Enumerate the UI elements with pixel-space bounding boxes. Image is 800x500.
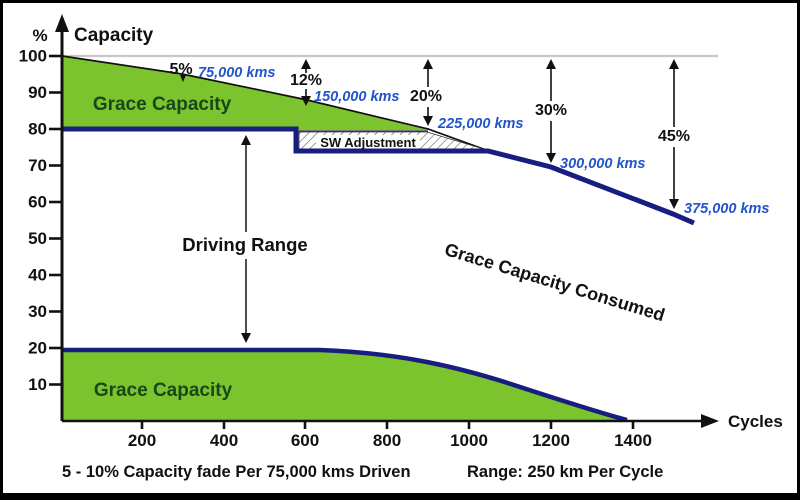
grace-capacity-consumed-label: Grace Capacity Consumed <box>442 239 667 325</box>
y-tick-marks <box>49 54 61 386</box>
y-tick-label-90: 90 <box>28 83 47 102</box>
x-tick-label-800: 800 <box>373 431 401 450</box>
fade-kms-label-300000: 300,000 kms <box>560 156 645 172</box>
x-tick-label-400: 400 <box>210 431 238 450</box>
fade-pct-label-30: 30% <box>535 102 567 119</box>
fade-kms-label-375000: 375,000 kms <box>684 201 769 217</box>
fade-kms-label-225000: 225,000 kms <box>437 116 523 132</box>
x-tick-label-1000: 1000 <box>450 431 488 450</box>
fade-pct-label-12: 12% <box>290 72 322 89</box>
x-tick-label-1200: 1200 <box>532 431 570 450</box>
upper-grace-capacity-region <box>62 56 428 130</box>
sw-adjustment-label-bg <box>316 135 420 149</box>
y-tick-label-70: 70 <box>28 156 47 175</box>
fade-pct-label-20: 20% <box>410 88 442 105</box>
x-tick-label-1400: 1400 <box>614 431 652 450</box>
y-axis-unit-label: % <box>32 26 47 45</box>
lower-grace-capacity-region <box>62 350 627 420</box>
usable-capacity-line <box>62 126 695 226</box>
y-tick-label-60: 60 <box>28 193 47 212</box>
lower-grace-capacity-line <box>62 347 628 423</box>
y-tick-label-20: 20 <box>28 339 47 358</box>
y-axis-arrowhead <box>55 14 69 32</box>
fade-pct-label-45: 45% <box>658 128 690 145</box>
sw-adjustment-label: SW Adjustment <box>320 135 416 150</box>
footer-caption-right: Range: 250 km Per Cycle <box>467 463 663 481</box>
y-tick-label-40: 40 <box>28 266 47 285</box>
fade-annotation-arrows <box>301 59 679 209</box>
x-axis-arrowhead <box>701 414 719 428</box>
footer-caption-left: 5 - 10% Capacity fade Per 75,000 kms Dri… <box>62 463 411 481</box>
y-axis-title: Capacity <box>74 25 154 46</box>
upper-grace-capacity-label: Grace Capacity <box>93 94 232 115</box>
fade-kms-label-75000: 75,000 kms <box>198 65 275 81</box>
fade-pct-label-5: 5% <box>169 61 192 78</box>
lower-grace-capacity-label: Grace Capacity <box>94 380 233 401</box>
x-axis-title: Cycles <box>728 412 783 431</box>
driving-range-label: Driving Range <box>182 234 307 255</box>
y-tick-label-50: 50 <box>28 229 47 248</box>
y-tick-label-80: 80 <box>28 120 47 139</box>
y-tick-label-100: 100 <box>19 47 47 66</box>
fade-kms-label-150000: 150,000 kms <box>314 89 399 105</box>
x-tick-marks <box>140 421 635 429</box>
y-tick-label-10: 10 <box>28 375 47 394</box>
y-tick-label-30: 30 <box>28 302 47 321</box>
x-tick-label-200: 200 <box>128 431 156 450</box>
pct5-marker <box>180 75 186 82</box>
x-tick-label-600: 600 <box>291 431 319 450</box>
